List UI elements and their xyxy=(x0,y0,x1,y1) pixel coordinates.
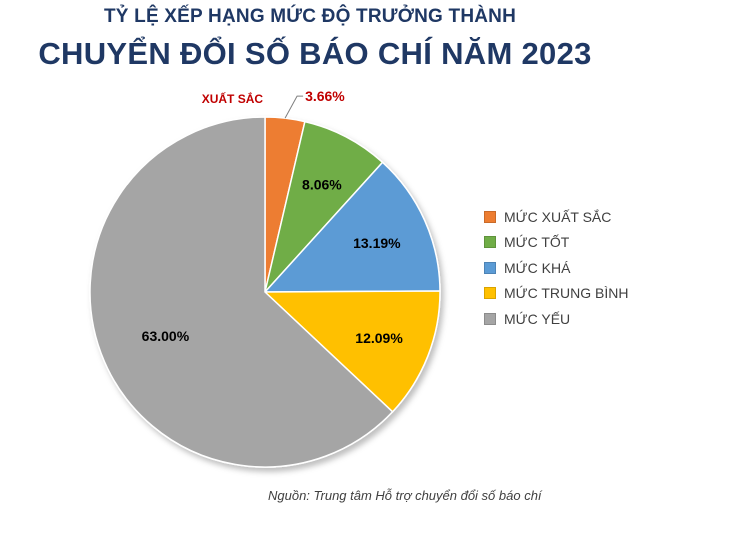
callout-leader-line xyxy=(284,95,304,119)
pie-slice-weak xyxy=(89,116,394,468)
pie-slice-fair xyxy=(263,161,441,293)
legend-swatch xyxy=(484,210,496,223)
legend-item-excellent: MỨC XUẤT SẮC xyxy=(484,204,628,230)
legend-swatch xyxy=(484,236,496,249)
pie-slice-average xyxy=(263,290,441,413)
chart-subtitle: TỶ LỆ XẾP HẠNG MỨC ĐỘ TRƯỞNG THÀNH xyxy=(103,6,517,27)
chart-title: CHUYỂN ĐỔI SỐ BÁO CHÍ NĂM 2023 xyxy=(38,36,592,71)
legend-item-average: MỨC TRUNG BÌNH xyxy=(484,281,628,307)
source-note: Nguồn: Trung tâm Hỗ trợ chuyển đổi số bá… xyxy=(268,488,542,503)
pie-slice-good xyxy=(263,120,384,295)
legend-label: MỨC TRUNG BÌNH xyxy=(504,285,629,302)
legend-label: MỨC YẾU xyxy=(504,310,571,327)
legend-label: MỨC TỐT xyxy=(504,234,570,251)
legend-swatch xyxy=(484,261,496,274)
data-label-good: 8.06% xyxy=(302,177,342,193)
legend-label: MỨC KHÁ xyxy=(504,259,571,276)
chart-legend: MỨC XUẤT SẮC MỨC TỐT MỨC KHÁ MỨC TRUNG BÌNH… xyxy=(484,204,628,332)
legend-label: MỨC XUẤT SẮC xyxy=(504,208,612,225)
data-label-average: 12.09% xyxy=(355,330,403,346)
data-label-excellent: 3.66% xyxy=(305,88,345,104)
legend-item-fair: MỨC KHÁ xyxy=(484,255,628,281)
data-label-fair: 13.19% xyxy=(353,235,401,251)
data-label-weak: 63.00% xyxy=(142,328,190,344)
legend-item-weak: MỨC YẾU xyxy=(484,306,628,332)
legend-swatch xyxy=(484,312,496,325)
callout-category-label: XUẤT SẮC xyxy=(202,91,264,106)
legend-item-good: MỨC TỐT xyxy=(484,230,628,256)
legend-swatch xyxy=(484,287,496,300)
